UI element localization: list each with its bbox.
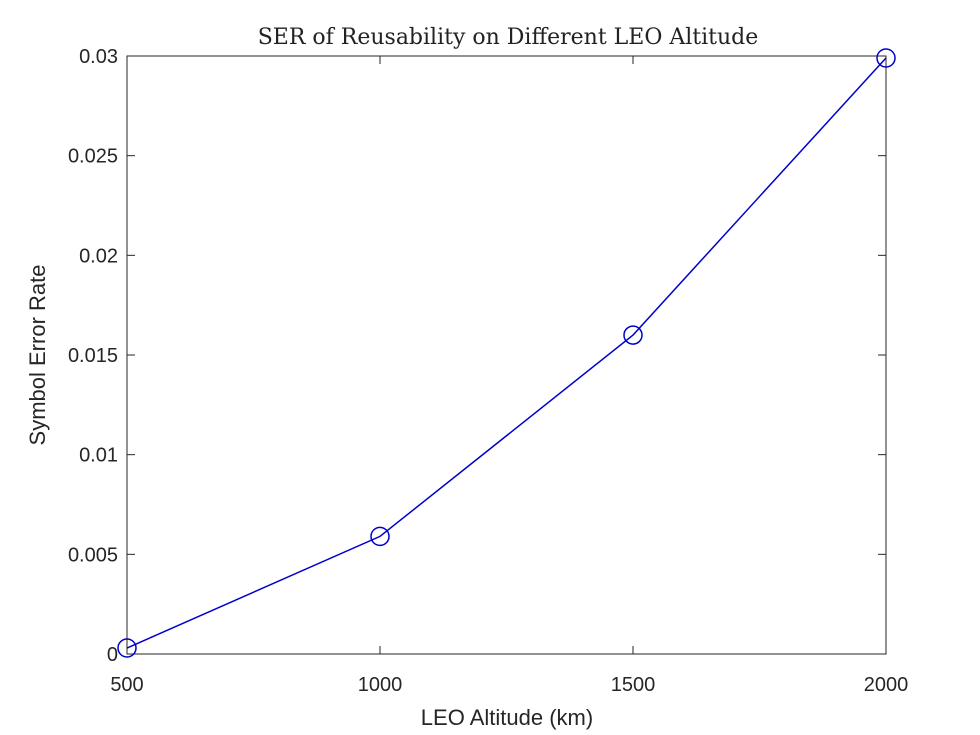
y-tick-label: 0.03 [79,46,118,68]
y-axis-label: Symbol Error Rate [25,265,50,446]
chart-title: SER of Reusability on Different LEO Alti… [258,25,759,50]
series-group [117,48,896,658]
series-line [126,57,887,649]
x-tick-label: 1500 [611,674,656,696]
x-tick-label: 1000 [358,674,403,696]
plot-area [126,55,887,655]
y-axis: 0 0.005 0.01 0.015 0.02 0.025 0.03 [68,46,886,666]
data-point-marker [370,526,390,547]
x-axis-label: LEO Altitude (km) [421,705,593,730]
y-tick-label: 0.01 [79,445,118,467]
y-tick-label: 0.015 [68,345,118,367]
x-axis: 500 1000 1500 2000 [110,56,908,696]
x-tick-label: 500 [110,674,143,696]
data-point-marker [117,638,137,658]
x-tick-label: 2000 [864,674,909,696]
y-tick-label: 0 [107,644,118,666]
y-tick-label: 0.02 [79,245,118,267]
y-tick-label: 0.025 [68,146,118,168]
y-tick-label: 0.005 [68,544,118,566]
data-point-marker [876,48,896,68]
data-point-marker [623,325,643,345]
